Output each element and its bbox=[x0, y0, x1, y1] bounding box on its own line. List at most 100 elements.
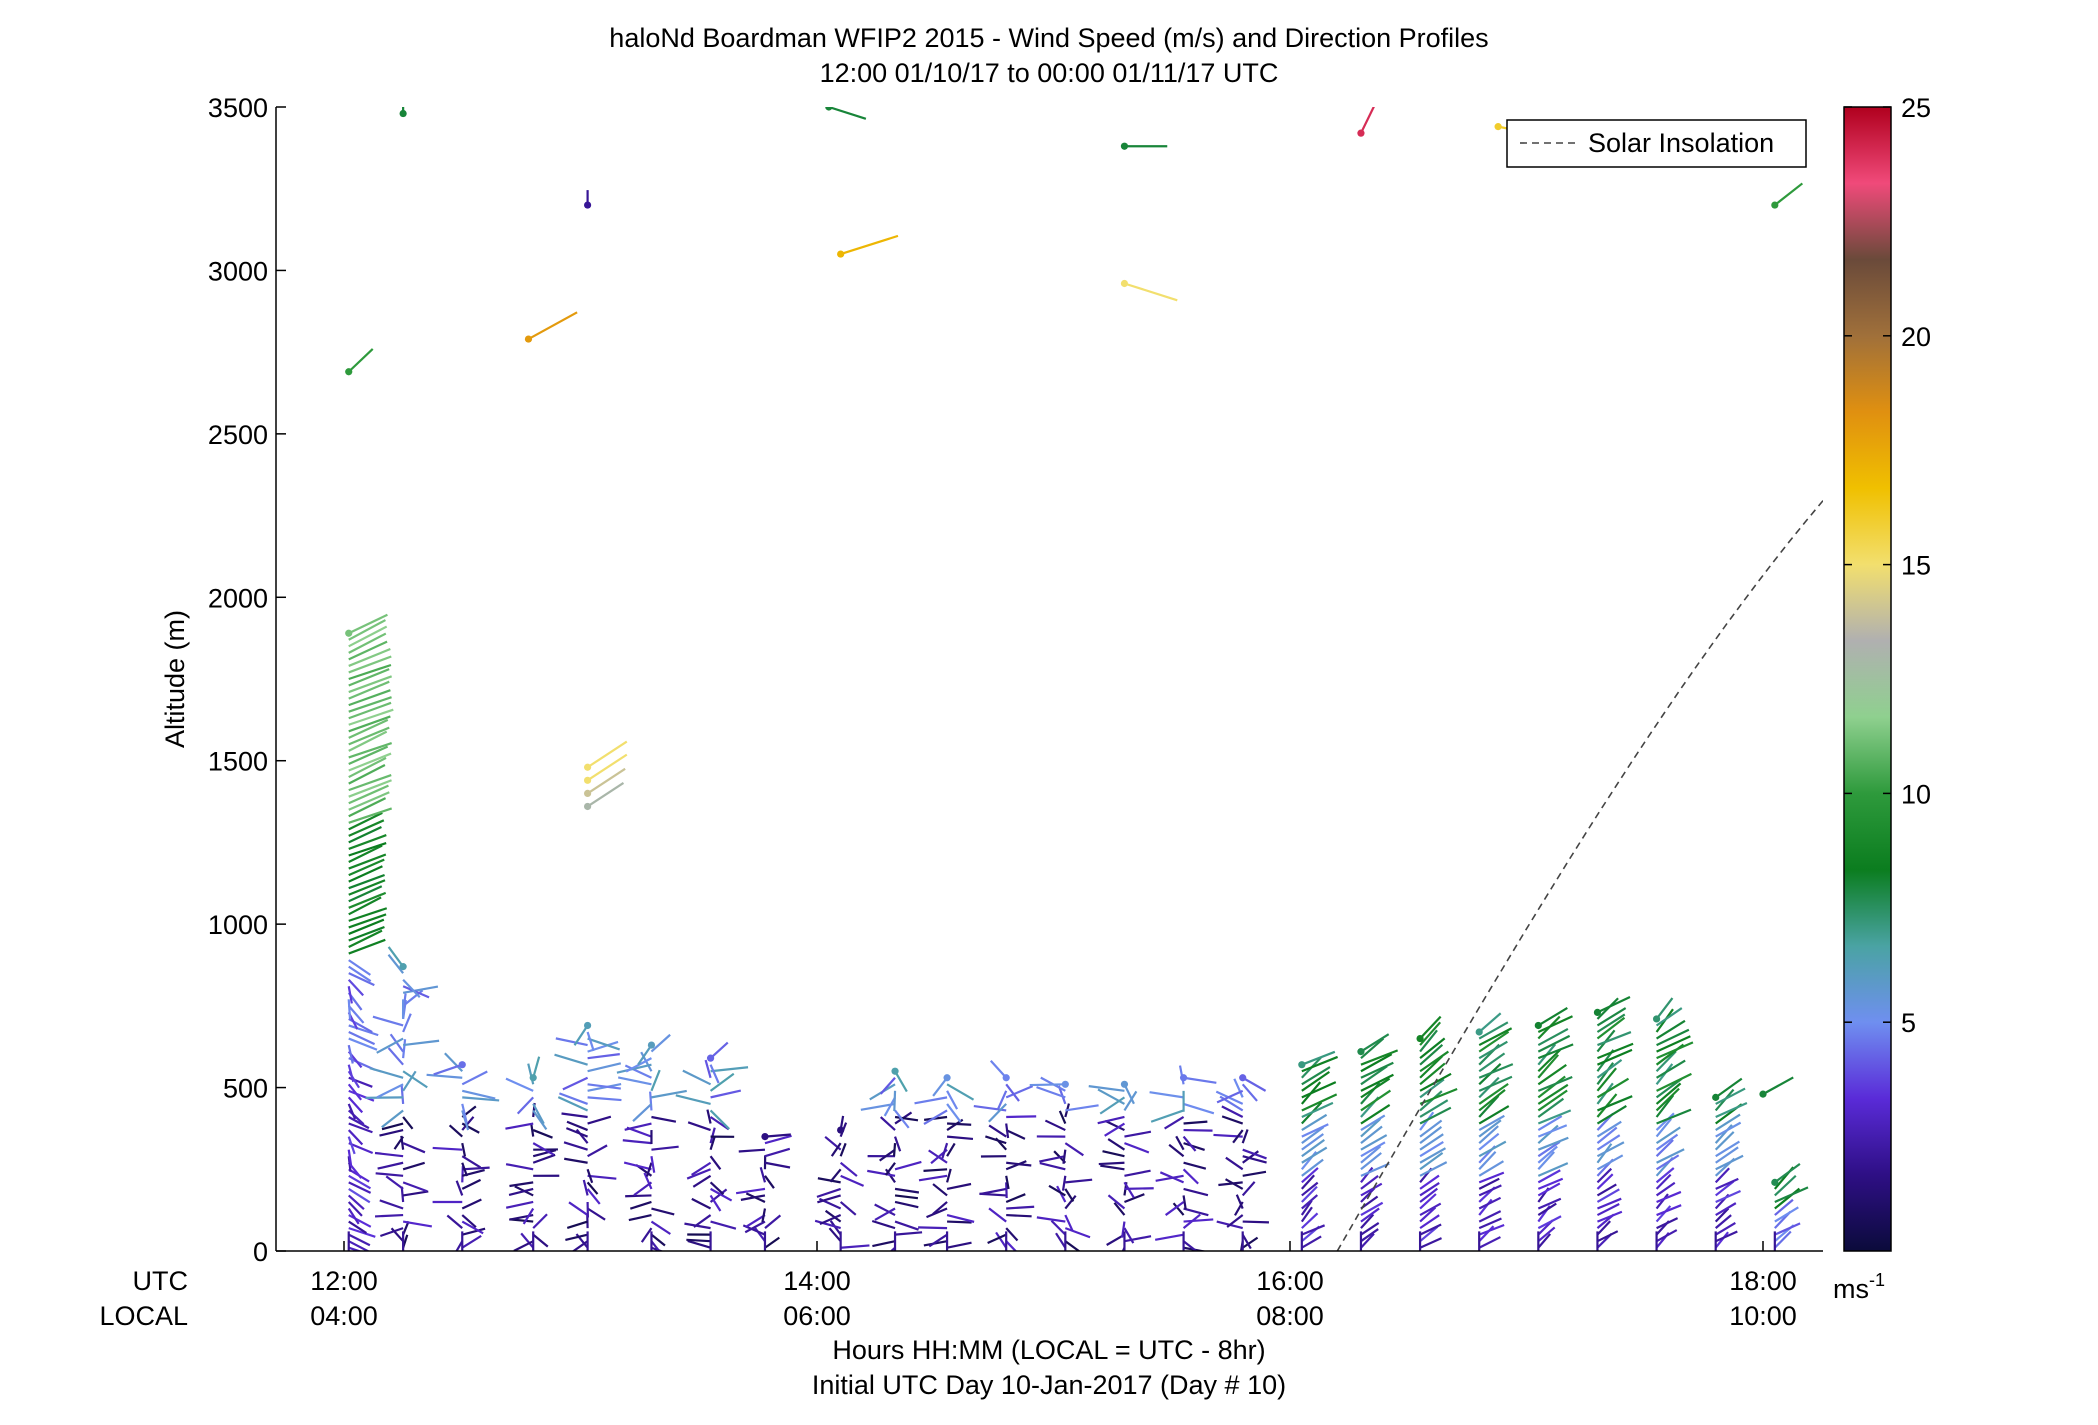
wind-barb bbox=[455, 1180, 464, 1196]
wind-barb bbox=[1478, 1030, 1510, 1053]
wind-barb bbox=[1360, 1213, 1375, 1229]
wind-barb bbox=[2070, 1097, 2095, 1117]
wind-barb bbox=[1058, 1110, 1067, 1124]
wind-barb bbox=[1596, 1202, 1620, 1217]
wind-barb bbox=[375, 1172, 404, 1177]
wind-barb bbox=[738, 1148, 766, 1153]
wind-barb bbox=[1419, 1044, 1444, 1066]
wind-barb bbox=[1301, 1126, 1325, 1145]
wind-barb bbox=[946, 1103, 962, 1123]
wind-barb bbox=[1537, 1115, 1563, 1132]
wind-barb bbox=[1107, 1194, 1126, 1210]
wind-barb bbox=[1360, 1233, 1375, 1249]
wind-barb bbox=[1952, 1021, 1986, 1038]
y-tick-label: 500 bbox=[223, 1074, 268, 1104]
wind-barb bbox=[1655, 1193, 1669, 1210]
wind-barb-dot bbox=[345, 368, 353, 376]
wind-barb-dot bbox=[524, 335, 533, 343]
wind-barb bbox=[1360, 1053, 1393, 1073]
wind-barb bbox=[1537, 1226, 1556, 1243]
wind-barb-dot bbox=[825, 107, 833, 111]
wind-barb bbox=[1655, 1094, 1675, 1118]
wind-barb bbox=[387, 1047, 404, 1066]
wind-barb bbox=[709, 1135, 716, 1151]
wind-barb bbox=[2070, 1195, 2098, 1208]
wind-barb bbox=[704, 1059, 712, 1079]
wind-barb bbox=[1050, 1219, 1067, 1236]
legend-label: Solar Insolation bbox=[1588, 128, 1774, 158]
wind-barb bbox=[744, 1220, 766, 1234]
wind-barb bbox=[380, 1227, 404, 1238]
wind-barb bbox=[1596, 1059, 1623, 1079]
wind-barb bbox=[1301, 1167, 1319, 1184]
wind-barb bbox=[1952, 1205, 1967, 1221]
wind-barb bbox=[2011, 1097, 2035, 1117]
wind-barb bbox=[1419, 1015, 1442, 1040]
wind-barb bbox=[348, 1024, 379, 1037]
wind-barb bbox=[889, 1246, 896, 1251]
wind-barb bbox=[532, 1213, 548, 1229]
wind-barb bbox=[1419, 1021, 1442, 1046]
wind-barb bbox=[1537, 1007, 1568, 1027]
wind-barb bbox=[879, 1077, 896, 1095]
wind-barb bbox=[650, 1069, 661, 1092]
wind-barb bbox=[461, 1070, 488, 1086]
wind-barb-dot bbox=[1239, 1074, 1247, 1082]
wind-barb bbox=[1597, 1048, 1633, 1066]
wind-barb bbox=[586, 1188, 601, 1205]
wind-barb bbox=[348, 844, 383, 864]
wind-barb bbox=[348, 784, 389, 805]
wind-barb bbox=[867, 1169, 896, 1177]
wind-barb bbox=[2011, 1213, 2031, 1228]
y-tick-label: 3000 bbox=[208, 256, 268, 286]
wind-barb-dot bbox=[761, 1133, 769, 1141]
wind-barb bbox=[1952, 1181, 1984, 1196]
wind-barb bbox=[2070, 1068, 2092, 1090]
wind-barb bbox=[1715, 1180, 1735, 1197]
wind-barb-dot bbox=[583, 776, 592, 784]
wind-barb bbox=[623, 1161, 652, 1171]
wind-barb bbox=[348, 879, 386, 896]
wind-barb bbox=[1774, 1174, 1797, 1197]
wind-barb bbox=[987, 1233, 1007, 1245]
wind-barb bbox=[839, 1161, 858, 1177]
wind-barb bbox=[402, 1190, 429, 1197]
wind-barb bbox=[817, 1177, 841, 1184]
wind-barb bbox=[946, 1213, 975, 1223]
wind-barb bbox=[1715, 1087, 1746, 1105]
wind-barb bbox=[1478, 1210, 1502, 1223]
x-axis-ticks: 12:00 04:00 14:00 06:00 16:00 08:00 18:00 10:00… bbox=[310, 1241, 1797, 1331]
wind-barb bbox=[616, 1063, 652, 1074]
wind-barb bbox=[2070, 1040, 2088, 1064]
wind-barb bbox=[1596, 1141, 1625, 1158]
wind-barb bbox=[894, 1136, 902, 1152]
wind-barb bbox=[1006, 1161, 1032, 1167]
wind-barb bbox=[1655, 997, 1674, 1020]
wind-barb bbox=[1893, 1201, 1917, 1215]
wind-barb bbox=[819, 1214, 842, 1226]
wind-barb bbox=[874, 1203, 896, 1217]
wind-barb bbox=[1104, 1122, 1126, 1137]
wind-barb bbox=[348, 715, 391, 733]
wind-barb bbox=[1419, 1099, 1449, 1118]
wind-barb bbox=[1183, 1128, 1213, 1132]
wind-barb bbox=[1113, 1202, 1126, 1216]
wind-barb bbox=[1596, 1167, 1613, 1184]
wind-barb bbox=[348, 1214, 372, 1228]
y-axis-ticks: 0 500 1000 1500 2000 2500 3000 3500 bbox=[208, 93, 286, 1267]
wind-barb bbox=[894, 1109, 910, 1129]
wind-barb bbox=[1537, 1124, 1559, 1144]
wind-barb bbox=[587, 1037, 621, 1051]
wind-barb bbox=[709, 1155, 722, 1170]
wind-barb bbox=[1537, 1034, 1571, 1053]
wind-barb bbox=[347, 1194, 365, 1211]
wind-barb bbox=[586, 740, 628, 769]
wind-barb bbox=[1596, 995, 1631, 1014]
wind-barb bbox=[1952, 1165, 1977, 1183]
wind-barb bbox=[461, 1122, 480, 1134]
wind-barb bbox=[1715, 1221, 1736, 1236]
wind-barb bbox=[402, 1039, 440, 1047]
wind-barb bbox=[1715, 1101, 1748, 1118]
wind-barb bbox=[1301, 1138, 1325, 1158]
wind-barb bbox=[348, 696, 392, 713]
